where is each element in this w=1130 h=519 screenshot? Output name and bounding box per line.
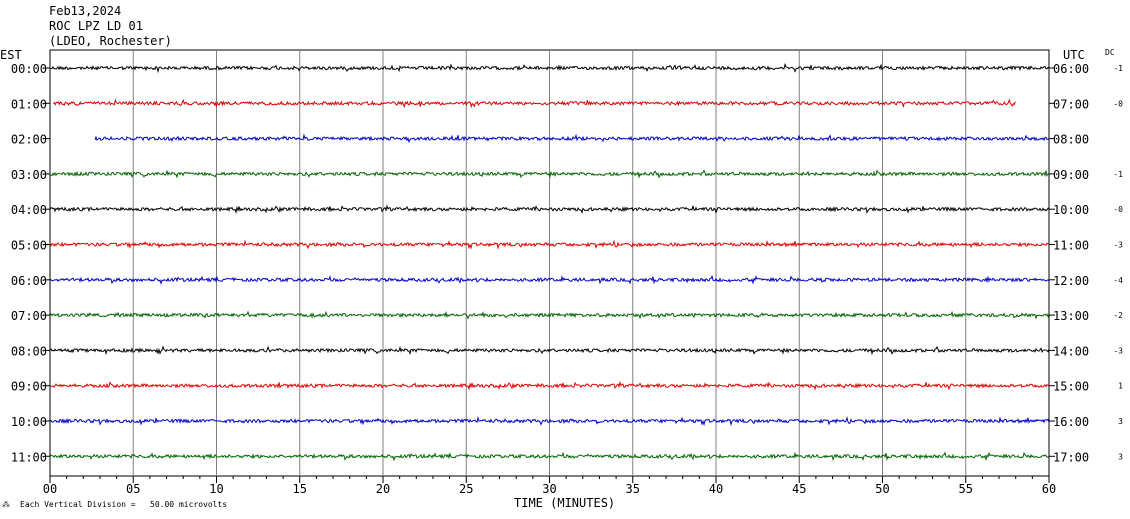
x-tick-label: 10 [209, 482, 223, 496]
x-tick-label: 05 [126, 482, 140, 496]
x-tick-label: 15 [293, 482, 307, 496]
dc-offset-label: -3 [1113, 241, 1123, 250]
dc-offset-label: -3 [1113, 346, 1123, 355]
utc-time-label: 08:00 [1053, 133, 1089, 147]
utc-time-label: 10:00 [1053, 203, 1089, 217]
x-tick-label: 50 [875, 482, 889, 496]
chart-date: Feb13,2024 [49, 4, 122, 18]
est-time-label: 07:00 [11, 309, 47, 323]
est-time-label: 08:00 [11, 344, 47, 358]
est-time-label: 03:00 [11, 168, 47, 182]
utc-time-label: 09:00 [1053, 168, 1089, 182]
utc-time-label: 12:00 [1053, 274, 1089, 288]
seismic-trace [49, 451, 1050, 462]
x-tick-label: 45 [792, 482, 806, 496]
dc-offset-label: -1 [1113, 170, 1123, 179]
est-time-label: 04:00 [11, 203, 47, 217]
x-tick-label: 25 [459, 482, 473, 496]
dc-offset-label: 3 [1118, 417, 1123, 426]
seismic-trace [49, 345, 1050, 356]
utc-time-label: 07:00 [1053, 97, 1089, 111]
utc-time-label: 14:00 [1053, 344, 1089, 358]
seismic-trace [49, 310, 1050, 320]
utc-time-label: 11:00 [1053, 239, 1089, 253]
dc-column-label: DC [1105, 48, 1115, 57]
x-tick-label: 40 [709, 482, 723, 496]
est-time-label: 11:00 [11, 450, 47, 464]
left-timezone-label: EST [0, 48, 22, 62]
chart-network: (LDEO, Rochester) [49, 34, 172, 48]
est-time-label: 05:00 [11, 239, 47, 253]
x-tick-label: 00 [43, 482, 57, 496]
right-timezone-label: UTC [1063, 48, 1085, 62]
x-tick-label: 20 [376, 482, 390, 496]
seismic-trace [94, 133, 1050, 144]
utc-time-label: 13:00 [1053, 309, 1089, 323]
chart-station: ROC LPZ LD 01 [49, 19, 143, 33]
dc-offset-label: -0 [1113, 99, 1123, 108]
utc-time-label: 17:00 [1053, 450, 1089, 464]
seismic-trace [49, 415, 1050, 427]
x-tick-label: 35 [626, 482, 640, 496]
scale-icon: ⁂ [2, 500, 10, 509]
x-tick-label: 55 [959, 482, 973, 496]
seismic-trace [49, 274, 1050, 285]
utc-time-label: 16:00 [1053, 415, 1089, 429]
est-time-label: 10:00 [11, 415, 47, 429]
dc-offset-label: 1 [1118, 382, 1123, 391]
scale-footnote: Each Vertical Division = 50.00 microvolt… [20, 500, 228, 509]
est-time-label: 02:00 [11, 133, 47, 147]
est-time-label: 00:00 [11, 62, 47, 76]
seismic-trace [49, 169, 1050, 179]
x-axis-label: TIME (MINUTES) [514, 496, 616, 510]
dc-offset-label: -0 [1113, 205, 1123, 214]
utc-time-label: 15:00 [1053, 380, 1089, 394]
dc-offset-label: -2 [1113, 311, 1123, 320]
dc-offset-label: -4 [1113, 276, 1123, 285]
seismic-trace [49, 380, 1050, 391]
seismic-trace [49, 204, 1050, 215]
seismic-trace [49, 239, 1050, 250]
x-tick-label: 30 [542, 482, 556, 496]
est-time-label: 06:00 [11, 274, 47, 288]
est-time-label: 01:00 [11, 97, 47, 111]
seismic-trace [52, 98, 1016, 109]
dc-offset-label: -1 [1113, 64, 1123, 73]
utc-time-label: 06:00 [1053, 62, 1089, 76]
dc-offset-label: 3 [1118, 452, 1123, 461]
est-time-label: 09:00 [11, 380, 47, 394]
x-tick-label: 60 [1042, 482, 1056, 496]
seismic-trace [49, 62, 1050, 74]
